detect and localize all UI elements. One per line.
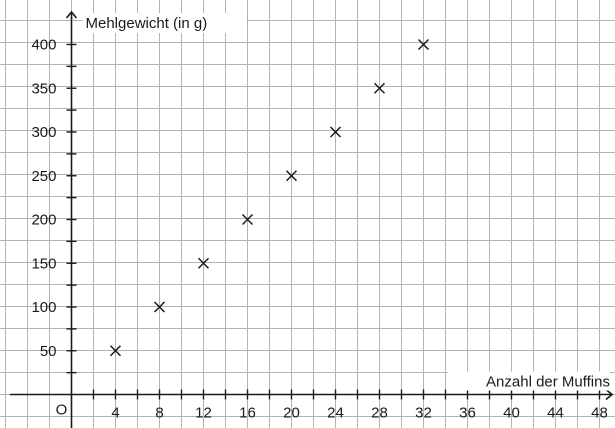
data-point-stroke [241,213,254,226]
tick-labels: 4 8 12 16 20 24 28 32 36 40 44 48501001502002503003… [31,37,607,422]
x-axis-label-background [448,371,610,391]
y-tick-label: 250 [31,168,56,185]
y-tick-label: 300 [31,124,56,141]
x-axis-arrowhead [605,388,614,401]
x-tick-label: 20 [283,405,300,422]
y-tick-label: 350 [31,80,56,97]
data-point [241,213,254,226]
y-tick-label: 200 [31,212,56,229]
y-axis-arrowhead [65,10,78,19]
data-point-stroke [285,170,298,182]
x-tick-label: 44 [547,405,564,422]
data-point-stroke [197,257,210,269]
data-point [329,126,342,138]
data-point [109,345,122,357]
x-tick-label: 36 [459,405,476,422]
data-point [153,301,166,313]
x-tick-label: 12 [195,405,212,422]
data-point-stroke [417,38,430,51]
y-axis-label-background [82,13,247,33]
y-tick-label: 150 [31,255,56,272]
ticks [66,43,601,400]
x-tick-label: 16 [239,405,256,422]
origin-label: O [56,402,68,419]
x-tick-label: 24 [327,405,344,422]
x-tick-label: 40 [503,405,520,422]
x-tick-label: 48 [591,405,608,422]
data-point-stroke [373,82,386,94]
data-point [373,82,386,94]
data-point [285,170,298,182]
y-axis-label: Mehlgewicht (in g) [86,15,208,32]
data-point-stroke [153,301,166,313]
data-point-stroke [329,126,342,138]
x-tick-label: 28 [371,405,388,422]
x-tick-label: 8 [155,405,163,422]
y-tick-label: 100 [31,299,56,316]
x-axis-label: Anzahl der Muffins [486,374,610,391]
y-tick-label: 400 [31,37,56,54]
axes [10,10,614,428]
data-point [417,38,430,51]
y-tick-label: 50 [40,343,57,360]
data-point [197,257,210,269]
data-points [109,38,430,357]
data-point-stroke [109,345,122,357]
x-tick-label: 4 [111,405,119,422]
x-tick-label: 32 [415,405,432,422]
